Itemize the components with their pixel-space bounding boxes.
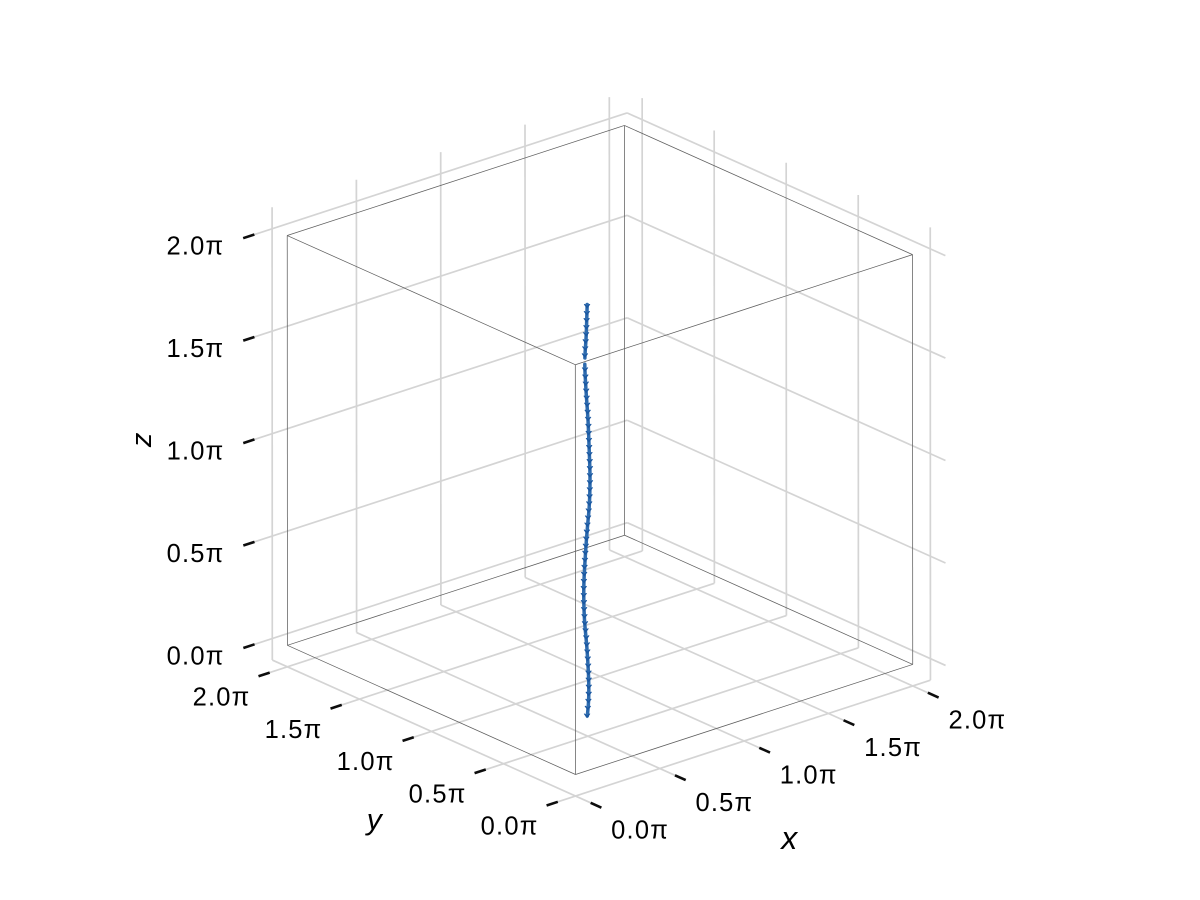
svg-text:2.0π: 2.0π [948, 706, 1006, 734]
svg-text:0.0π: 0.0π [167, 642, 225, 670]
svg-text:2.0π: 2.0π [193, 683, 251, 711]
svg-text:0.0π: 0.0π [611, 816, 669, 844]
svg-text:1.0π: 1.0π [337, 748, 395, 776]
svg-text:0.5π: 0.5π [409, 780, 467, 808]
svg-text:1.0π: 1.0π [167, 437, 225, 465]
svg-text:z: z [126, 432, 158, 448]
svg-text:1.5π: 1.5π [864, 734, 922, 762]
svg-text:0.5π: 0.5π [695, 789, 753, 817]
svg-text:0.5π: 0.5π [167, 540, 225, 568]
svg-text:x: x [779, 820, 798, 856]
svg-text:y: y [365, 804, 384, 837]
svg-text:1.5π: 1.5π [265, 716, 323, 744]
svg-text:2.0π: 2.0π [166, 233, 224, 261]
svg-text:0.0π: 0.0π [481, 813, 539, 841]
svg-text:1.5π: 1.5π [166, 335, 224, 363]
svg-text:1.0π: 1.0π [780, 761, 838, 789]
